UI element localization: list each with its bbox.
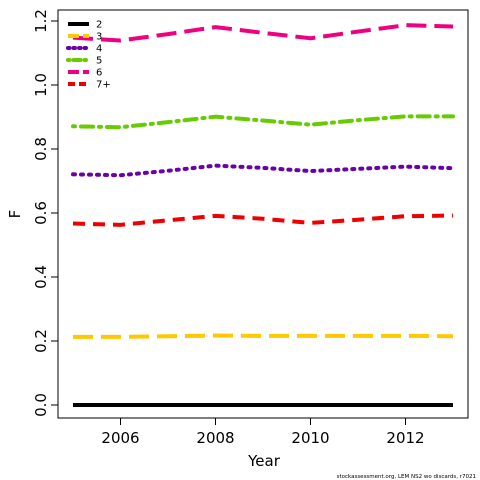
x-tick-label: 2006	[101, 429, 139, 447]
y-tick-label: 0.8	[32, 137, 50, 161]
legend-label: 6	[96, 68, 102, 79]
y-axis: 0.0 0.2 0.4 0.6 0.8 1.0 1.2	[32, 9, 59, 417]
series-line-3	[73, 333, 454, 339]
legend-label: 3	[96, 32, 102, 43]
series-line-6	[72, 23, 454, 43]
y-tick-label: 1.0	[32, 73, 50, 97]
legend-label: 7+	[96, 80, 111, 91]
plot-frame	[57, 9, 469, 419]
legend-label: 2	[96, 20, 102, 31]
series-line-7plus	[72, 213, 454, 227]
y-tick-label: 0.6	[32, 201, 50, 225]
y-tick-label: 0.4	[32, 265, 50, 289]
series-lines	[71, 23, 455, 407]
credit-text: stockassessment.org, LEM NS2 wo discards…	[337, 474, 476, 480]
x-tick-label: 2012	[386, 429, 424, 447]
legend-label: 5	[96, 56, 102, 67]
x-tick-label: 2010	[291, 429, 329, 447]
y-tick-label: 1.2	[32, 9, 50, 33]
legend-label: 4	[96, 44, 102, 55]
x-tick-label: 2008	[196, 429, 234, 447]
series-line-5	[71, 114, 455, 130]
y-axis-title: F	[6, 210, 24, 219]
x-axis: 2006 2008 2010 2012	[101, 417, 425, 447]
y-tick-label: 0.0	[32, 393, 50, 417]
x-axis-title: Year	[247, 452, 281, 470]
y-tick-label: 0.2	[32, 329, 50, 353]
series-line-4	[71, 163, 455, 178]
